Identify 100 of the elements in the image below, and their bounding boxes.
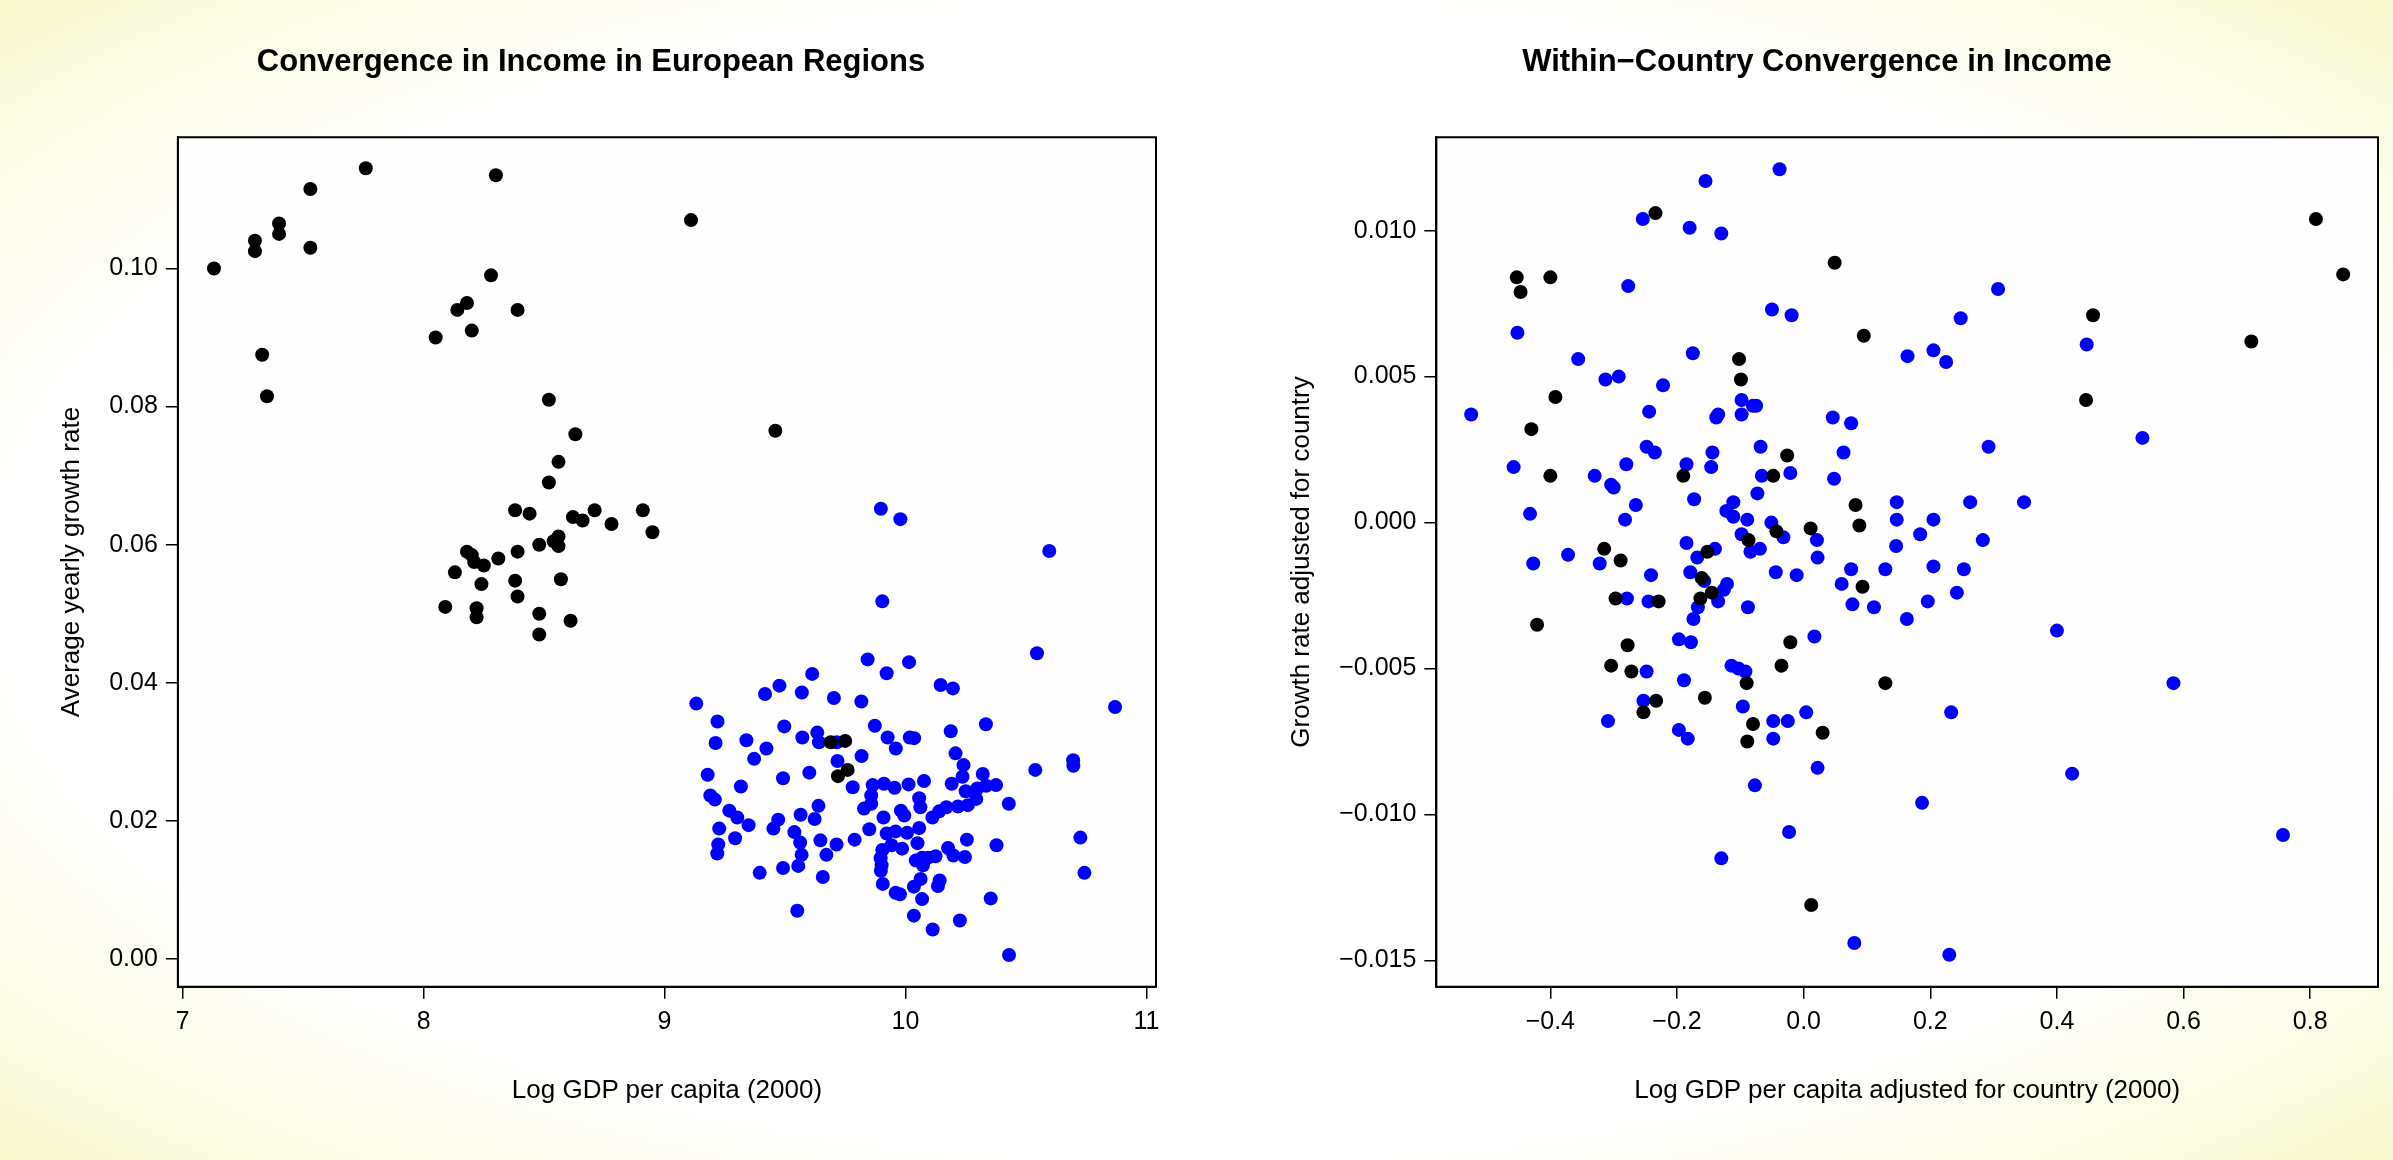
point [1649, 693, 1664, 708]
point [532, 537, 547, 552]
point [1780, 448, 1795, 463]
point [1804, 898, 1819, 913]
point [1774, 658, 1789, 673]
point [1608, 591, 1623, 606]
y-tick-label: −0.005 [1339, 652, 1417, 681]
point [260, 389, 274, 404]
point [838, 733, 853, 748]
point [1513, 284, 1528, 299]
point [2336, 267, 2351, 282]
point [830, 769, 845, 784]
point [575, 513, 590, 528]
x-tick-label: −0.4 [1525, 1005, 1576, 1034]
x-tick-label: 7 [175, 1005, 190, 1034]
point [1732, 352, 1747, 367]
point [1597, 541, 1612, 556]
point [840, 762, 855, 777]
point [1878, 676, 1893, 691]
point [1740, 734, 1755, 749]
point [1766, 468, 1781, 483]
point [1855, 579, 1870, 594]
point [476, 558, 491, 573]
point [1739, 676, 1754, 691]
y-tick-label: 0.005 [1353, 360, 1417, 389]
point [541, 392, 556, 407]
point [1783, 635, 1798, 650]
point [553, 572, 568, 587]
x-axis-title: Log GDP per capita (2000) [511, 1073, 823, 1104]
chart-title: Within−Country Convergence in Income [1522, 43, 2112, 79]
point [464, 323, 479, 338]
x-axis-title: Log GDP per capita adjusted for country (2000) [1634, 1073, 2181, 1104]
point [255, 347, 270, 362]
point [1530, 617, 1545, 632]
point [469, 610, 484, 625]
point [1745, 717, 1760, 732]
point [1543, 270, 1558, 285]
y-tick-label: 0.04 [109, 666, 158, 695]
point [1676, 468, 1691, 483]
point [459, 295, 474, 310]
point [1636, 705, 1651, 720]
point [1624, 664, 1639, 679]
y-tick-label: 0.00 [109, 943, 158, 972]
x-tick-label: −0.2 [1652, 1005, 1702, 1034]
x-tick-label: 0.6 [2166, 1005, 2201, 1034]
point [510, 544, 525, 559]
y-tick-label: 0.08 [109, 390, 158, 419]
point [2244, 334, 2259, 349]
x-tick-label: 9 [657, 1005, 672, 1034]
x-tick-label: 0.2 [1912, 1005, 1948, 1034]
point [551, 454, 566, 469]
point [1613, 553, 1628, 568]
point [587, 503, 602, 518]
y-tick-label: 0.02 [109, 804, 158, 833]
point [450, 302, 465, 317]
point [1700, 544, 1715, 559]
point [508, 573, 523, 588]
y-axis-title: Growth rate adjusted for country [1284, 376, 1315, 748]
chart-title: Convergence in Income in European Regions [256, 43, 926, 79]
x-tick-label: 0.8 [2292, 1005, 2328, 1034]
point [247, 244, 262, 259]
y-tick-label: 0.10 [109, 252, 158, 281]
y-axis-title: Average yearly growth rate [54, 406, 85, 718]
point [484, 268, 499, 283]
point [508, 503, 523, 518]
y-tick-label: −0.010 [1339, 798, 1417, 827]
x-tick-label: 0.0 [1786, 1005, 1822, 1034]
point [1852, 518, 1867, 533]
point [768, 423, 783, 438]
y-tick-label: 0.010 [1353, 214, 1417, 243]
x-tick-label: 8 [416, 1005, 431, 1034]
point [2086, 308, 2101, 323]
point [1651, 594, 1666, 609]
point [1769, 524, 1784, 539]
point [2308, 211, 2323, 226]
point [1827, 255, 1842, 270]
point [2079, 392, 2094, 407]
point [532, 627, 547, 642]
point [1693, 591, 1708, 606]
point [522, 506, 537, 521]
point [358, 161, 373, 176]
point [551, 539, 566, 554]
x-tick-label: 11 [1133, 1005, 1160, 1034]
point [1620, 638, 1635, 653]
y-tick-label: 0.06 [109, 528, 158, 557]
point [428, 330, 443, 345]
point [207, 261, 221, 276]
point [823, 735, 838, 750]
point [1856, 328, 1871, 343]
point [1509, 270, 1524, 285]
point [1733, 372, 1748, 387]
point [510, 302, 525, 317]
point [1543, 468, 1558, 483]
point [510, 589, 525, 604]
point [604, 517, 619, 532]
point [303, 240, 318, 255]
point [1803, 521, 1818, 536]
point [1548, 390, 1563, 405]
point [488, 168, 503, 183]
point [645, 525, 660, 540]
